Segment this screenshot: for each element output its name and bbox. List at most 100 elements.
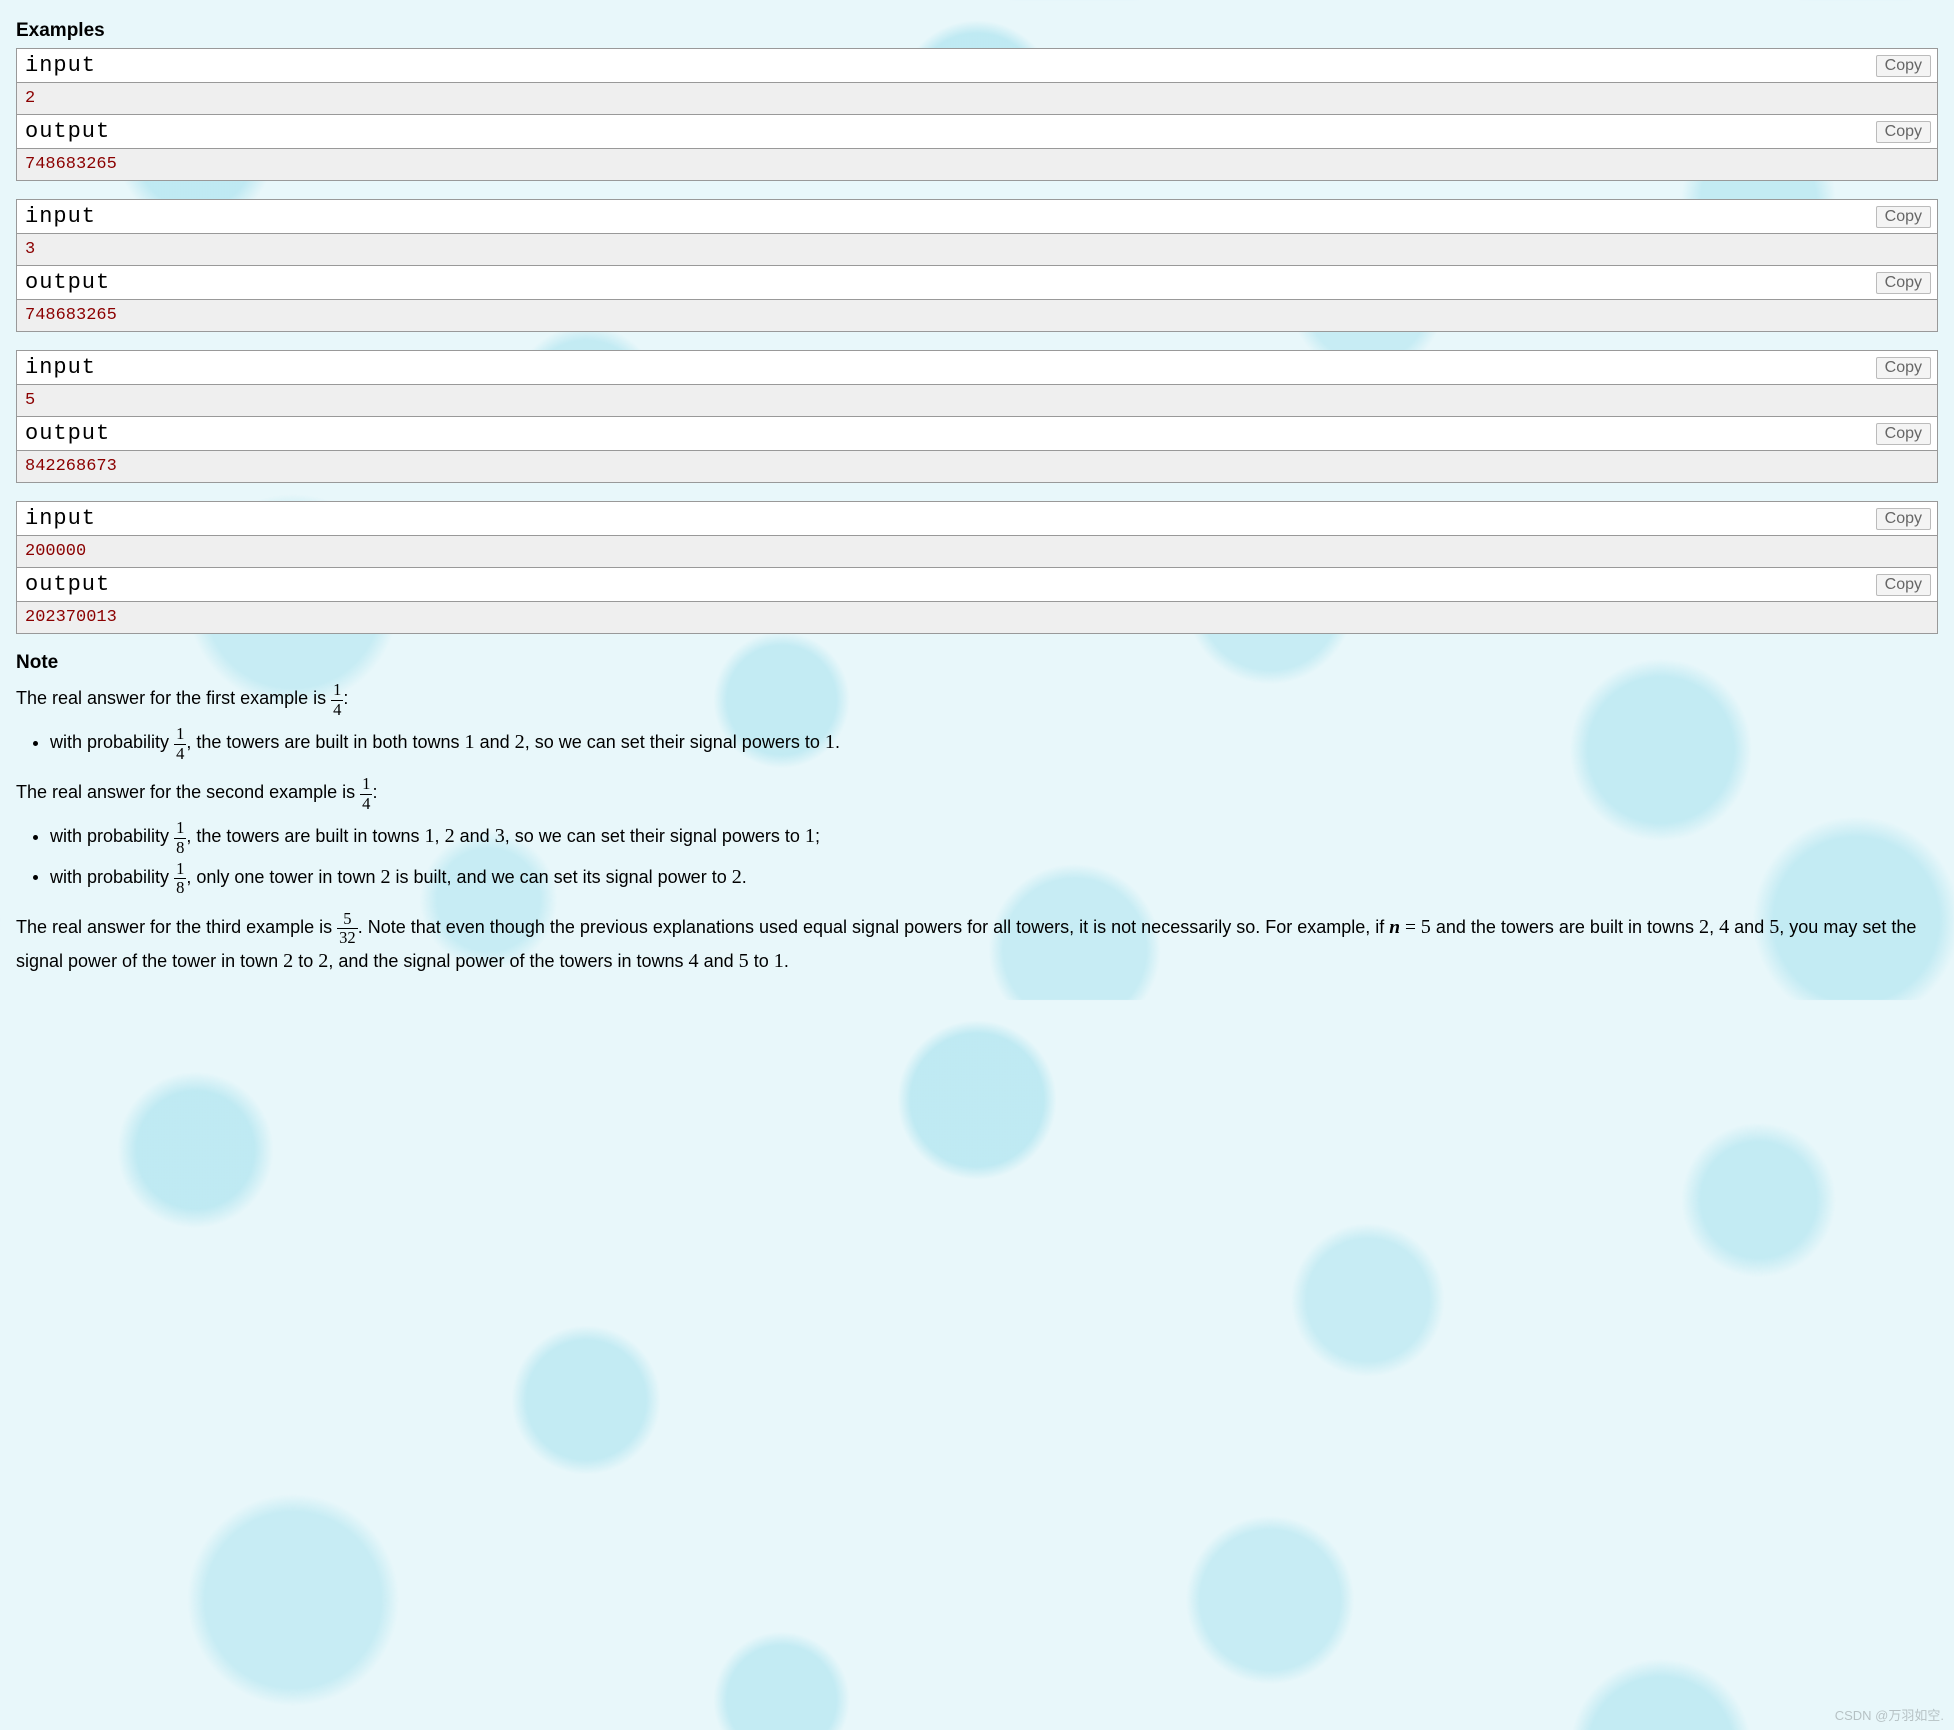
list-item: with probability 14, the towers are buil… (50, 726, 1938, 762)
note-text: , and the signal power of the towers in … (328, 951, 688, 971)
input-data: 5 (16, 385, 1938, 417)
note-text: with probability (50, 826, 174, 846)
output-data: 202370013 (16, 602, 1938, 634)
note-text: , the towers are built in towns (186, 826, 424, 846)
note-text: The real answer for the first example is (16, 688, 331, 708)
note-paragraph: The real answer for the second example i… (16, 776, 1938, 812)
input-data: 2 (16, 83, 1938, 115)
note-text: The real answer for the third example is (16, 916, 337, 936)
output-header: output Copy (16, 568, 1938, 602)
fraction-den: 4 (331, 701, 343, 719)
example-block: input Copy 200000 output Copy 202370013 (16, 501, 1938, 634)
list-item: with probability 18, the towers are buil… (50, 820, 1938, 856)
math-number: 2 (1699, 915, 1709, 937)
note-text: and (475, 732, 515, 752)
note-text: . (742, 866, 747, 886)
math-number: 1 (825, 731, 835, 753)
note-text: : (343, 688, 348, 708)
note-text: . (835, 732, 840, 752)
fraction-den: 8 (174, 879, 186, 897)
math-number: 1 (774, 950, 784, 972)
examples-heading: Examples (16, 20, 1938, 42)
note-text: . Note that even though the previous exp… (358, 916, 1390, 936)
math-number: 4 (1719, 915, 1729, 937)
fraction-num: 5 (337, 911, 358, 930)
output-label: output (25, 421, 110, 446)
copy-button[interactable]: Copy (1876, 121, 1931, 143)
example-block: input Copy 2 output Copy 748683265 (16, 48, 1938, 181)
note-text: : (372, 782, 377, 802)
math-number: 5 (1769, 915, 1779, 937)
output-label: output (25, 270, 110, 295)
output-data: 748683265 (16, 149, 1938, 181)
output-header: output Copy (16, 115, 1938, 149)
math-number: 2 (732, 865, 742, 887)
input-data: 3 (16, 234, 1938, 266)
output-header: output Copy (16, 266, 1938, 300)
input-label: input (25, 204, 96, 229)
output-header: output Copy (16, 417, 1938, 451)
note-paragraph: The real answer for the third example is… (16, 911, 1938, 976)
note-text: and (699, 951, 739, 971)
fraction-num: 1 (174, 861, 186, 880)
fraction: 532 (337, 911, 358, 947)
copy-button[interactable]: Copy (1876, 272, 1931, 294)
note-text: , so we can set their signal powers to (525, 732, 825, 752)
note-text: , (435, 826, 445, 846)
math-number: 2 (380, 865, 390, 887)
output-data: 842268673 (16, 451, 1938, 483)
fraction-den: 8 (174, 839, 186, 857)
input-label: input (25, 53, 96, 78)
list-item: with probability 18, only one tower in t… (50, 861, 1938, 897)
math-var: n (1389, 916, 1400, 937)
fraction-num: 1 (360, 776, 372, 795)
math-number: 1 (805, 825, 815, 847)
math-op: = (1400, 916, 1421, 937)
copy-button[interactable]: Copy (1876, 423, 1931, 445)
math-number: 1 (424, 825, 434, 847)
note-text: with probability (50, 866, 174, 886)
note-text: , only one tower in town (186, 866, 380, 886)
note-text: , so we can set their signal powers to (505, 826, 805, 846)
math-number: 2 (283, 950, 293, 972)
note-text: . (784, 951, 789, 971)
math-number: 2 (318, 950, 328, 972)
fraction-den: 4 (174, 745, 186, 763)
note-text: and the towers are built in towns (1431, 916, 1699, 936)
math-number: 5 (739, 950, 749, 972)
example-block: input Copy 3 output Copy 748683265 (16, 199, 1938, 332)
fraction: 18 (174, 820, 186, 856)
note-list: with probability 18, the towers are buil… (16, 820, 1938, 896)
math-number: 1 (465, 731, 475, 753)
watermark: CSDN @万羽如空. (1835, 1705, 1944, 1724)
fraction: 18 (174, 861, 186, 897)
copy-button[interactable]: Copy (1876, 55, 1931, 77)
note-text: , (1709, 916, 1719, 936)
fraction: 14 (174, 726, 186, 762)
fraction-den: 32 (337, 929, 358, 947)
copy-button[interactable]: Copy (1876, 574, 1931, 596)
math-number: 5 (1421, 915, 1431, 937)
note-text: with probability (50, 732, 174, 752)
note-paragraph: The real answer for the first example is… (16, 682, 1938, 718)
note-text: ; (815, 826, 820, 846)
note-text: and (1729, 916, 1769, 936)
note-text: to (293, 951, 318, 971)
input-header: input Copy (16, 501, 1938, 536)
note-text: The real answer for the second example i… (16, 782, 360, 802)
copy-button[interactable]: Copy (1876, 357, 1931, 379)
note-text: , the towers are built in both towns (186, 732, 464, 752)
input-label: input (25, 506, 96, 531)
note-text: is built, and we can set its signal powe… (391, 866, 732, 886)
input-header: input Copy (16, 350, 1938, 385)
note-body: The real answer for the first example is… (16, 682, 1938, 976)
output-data: 748683265 (16, 300, 1938, 332)
fraction-num: 1 (331, 682, 343, 701)
copy-button[interactable]: Copy (1876, 206, 1931, 228)
copy-button[interactable]: Copy (1876, 508, 1931, 530)
output-label: output (25, 119, 110, 144)
input-label: input (25, 355, 96, 380)
fraction: 14 (360, 776, 372, 812)
fraction-den: 4 (360, 795, 372, 813)
math-number: 4 (689, 950, 699, 972)
